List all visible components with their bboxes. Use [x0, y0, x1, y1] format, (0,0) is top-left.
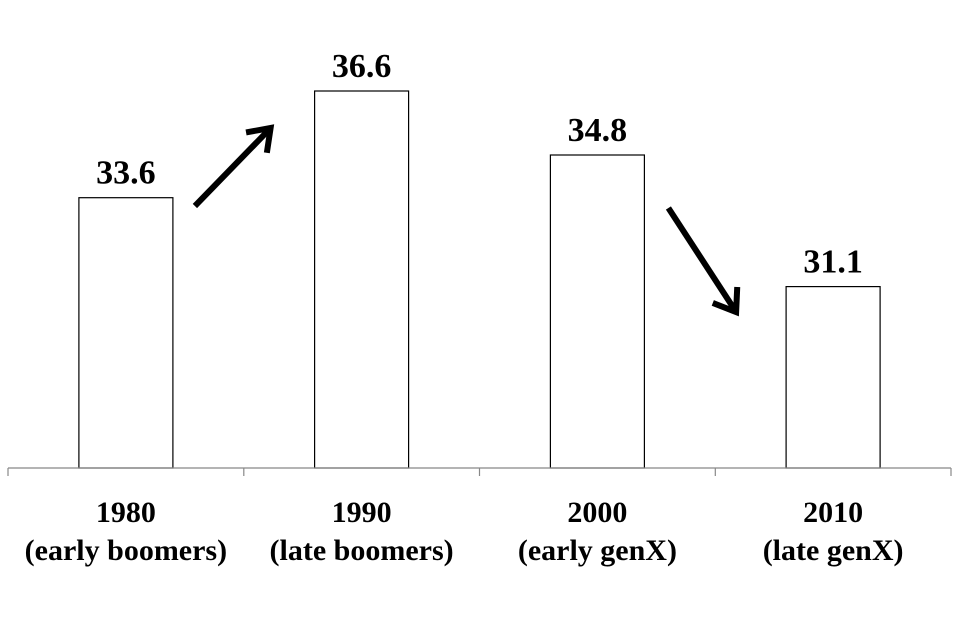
category-year-label: 1990	[332, 496, 392, 529]
value-labels: 33.6 36.6 34.8 31.1	[96, 48, 863, 281]
trend-arrow-up-icon	[192, 124, 275, 209]
category-year-label: 2000	[567, 496, 627, 529]
value-label-1980: 33.6	[96, 155, 156, 192]
bar-2000	[549, 154, 646, 469]
trend-arrow-down-icon	[665, 206, 741, 317]
category-generation-label: (late genX)	[763, 534, 904, 567]
value-label-2010: 31.1	[803, 244, 863, 281]
bars-layer	[78, 90, 881, 469]
category-generation-label: (early genX)	[518, 534, 677, 567]
value-label-1990: 36.6	[332, 48, 392, 85]
arrow-shaft	[192, 128, 271, 209]
category-generation-label: (early boomers)	[25, 534, 227, 567]
bar-1990	[314, 90, 410, 469]
arrow-head	[711, 286, 741, 317]
category-year-label: 2010	[803, 496, 863, 529]
bar-1980	[78, 197, 174, 469]
bar-2010	[785, 286, 881, 469]
arrow-shaft	[665, 206, 738, 312]
arrow-head	[245, 124, 275, 154]
category-generation-label: (late boomers)	[270, 534, 454, 567]
category-labels: 1980 (early boomers) 1990 (late boomers) 200…	[25, 496, 904, 567]
category-year-label: 1980	[96, 496, 156, 529]
x-axis	[7, 467, 952, 476]
trend-arrows	[192, 124, 741, 317]
value-label-2000: 34.8	[568, 112, 628, 149]
